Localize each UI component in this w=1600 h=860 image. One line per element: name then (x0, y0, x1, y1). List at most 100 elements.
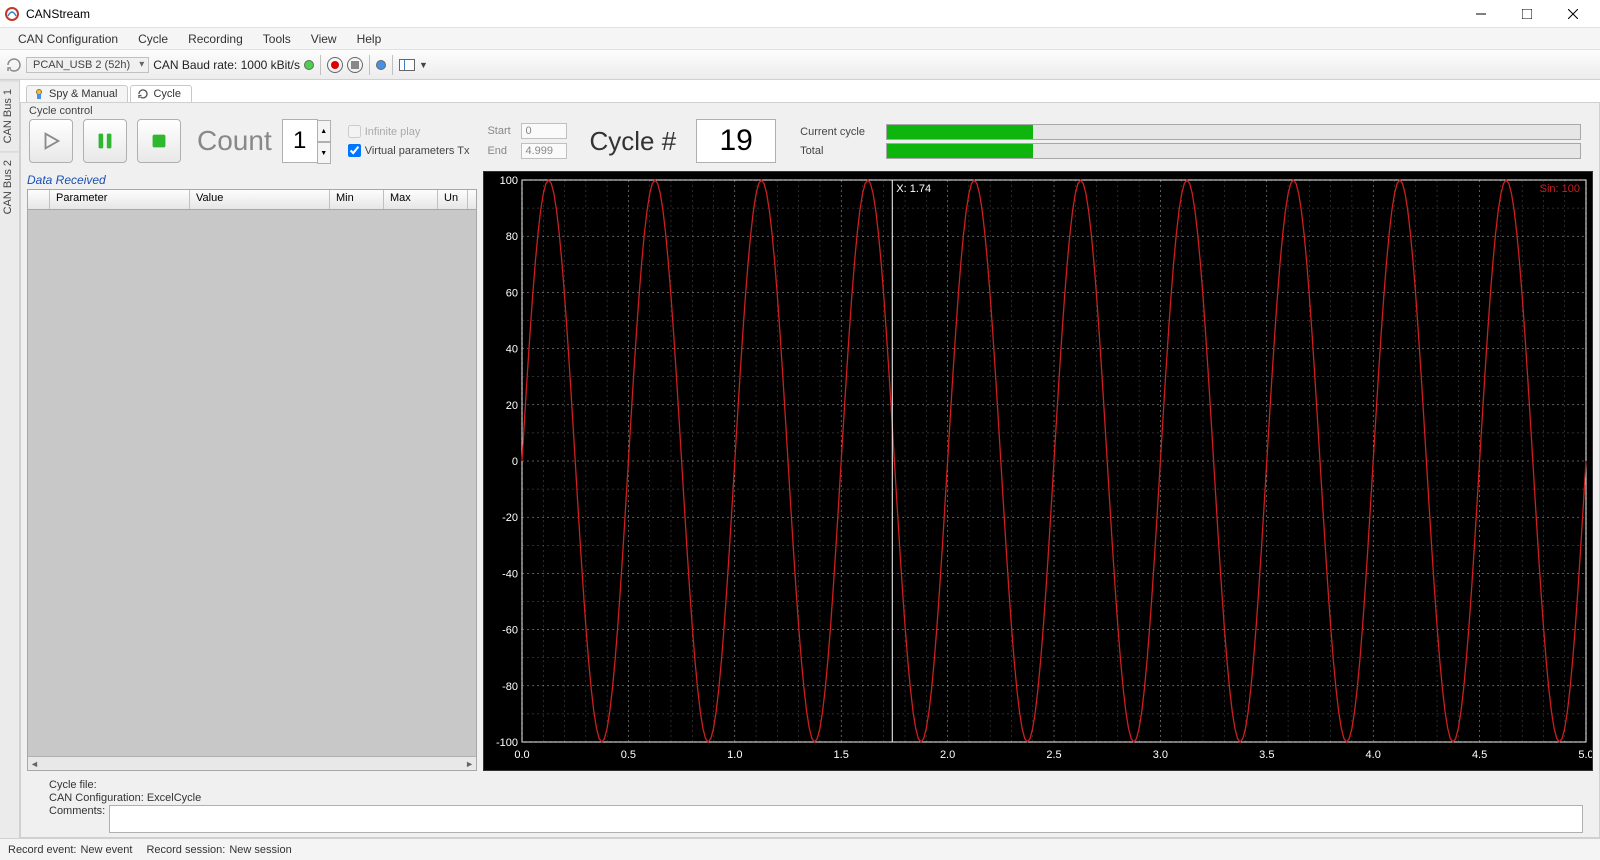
status-led-icon (304, 60, 314, 70)
count-spinner[interactable]: 1 ▲ ▼ (282, 119, 318, 163)
minimize-button[interactable] (1458, 0, 1504, 28)
svg-text:X: 1.74: X: 1.74 (896, 183, 931, 195)
menu-can-configuration[interactable]: CAN Configuration (8, 30, 128, 48)
titlebar: CANStream (0, 0, 1600, 28)
layout-icon[interactable] (399, 59, 415, 71)
comments-label: Comments: (49, 805, 105, 817)
svg-text:0: 0 (512, 456, 518, 468)
app-icon (4, 6, 20, 22)
grid-scrollbar[interactable]: ◄► (28, 756, 476, 770)
spin-up[interactable]: ▲ (317, 120, 331, 142)
infinite-play-checkbox-row: Infinite play (348, 125, 470, 138)
svg-text:0.0: 0.0 (514, 749, 529, 761)
cycle-number-display: 19 (696, 119, 776, 163)
side-tabs: CAN Bus 1 CAN Bus 2 (0, 80, 20, 838)
stop-button[interactable] (137, 119, 181, 163)
grid-column-header[interactable]: Un (438, 190, 468, 209)
tab-cycle[interactable]: Cycle (130, 85, 192, 102)
svg-text:-40: -40 (502, 568, 518, 580)
infinite-play-checkbox (348, 125, 361, 138)
window-title: CANStream (26, 7, 1458, 21)
svg-text:2.0: 2.0 (940, 749, 955, 761)
svg-text:1.0: 1.0 (727, 749, 742, 761)
svg-text:-60: -60 (502, 625, 518, 637)
chart-panel: -100-80-60-40-200204060801000.00.51.01.5… (483, 171, 1593, 771)
record-button[interactable] (327, 57, 343, 73)
svg-text:-80: -80 (502, 681, 518, 693)
record-event-label: Record event: (8, 844, 76, 856)
menu-help[interactable]: Help (347, 30, 392, 48)
menubar: CAN Configuration Cycle Recording Tools … (0, 28, 1600, 50)
statusbar: Record event: New event Record session: … (0, 838, 1600, 860)
virtual-params-checkbox[interactable] (348, 144, 361, 157)
cycle-file-label: Cycle file: (49, 779, 97, 791)
end-input[interactable] (521, 143, 567, 159)
virtual-params-label: Virtual parameters Tx (365, 145, 470, 157)
separator (369, 55, 370, 75)
close-button[interactable] (1550, 0, 1596, 28)
grid-column-header[interactable]: Min (330, 190, 384, 209)
maximize-button[interactable] (1504, 0, 1550, 28)
end-label: End (487, 145, 515, 157)
svg-text:3.5: 3.5 (1259, 749, 1274, 761)
play-button[interactable] (29, 119, 73, 163)
record-session-value: New session (229, 844, 291, 856)
tab-spy-manual[interactable]: Spy & Manual (26, 85, 128, 102)
svg-text:20: 20 (506, 400, 518, 412)
data-received-title: Data Received (27, 171, 477, 189)
record-session-label: Record session: (146, 844, 225, 856)
separator (392, 55, 393, 75)
cycle-number-label: Cycle # (589, 126, 676, 157)
spy-icon (33, 88, 45, 100)
cycle-number-value: 19 (719, 124, 752, 158)
can-config-label: CAN Configuration: (49, 792, 144, 804)
count-value: 1 (293, 127, 306, 155)
svg-text:3.0: 3.0 (1153, 749, 1168, 761)
side-tab-can-bus-1[interactable]: CAN Bus 1 (0, 80, 19, 151)
menu-recording[interactable]: Recording (178, 30, 253, 48)
cycle-control-panel: Cycle control Count 1 ▲ ▼ (21, 103, 1599, 167)
total-label: Total (800, 145, 878, 157)
svg-text:60: 60 (506, 287, 518, 299)
refresh-icon[interactable] (6, 57, 22, 73)
grid-column-header[interactable]: Parameter (50, 190, 190, 209)
dropdown-arrow-icon[interactable]: ▼ (419, 60, 428, 70)
can-config-value: ExcelCycle (147, 792, 201, 804)
menu-view[interactable]: View (301, 30, 347, 48)
svg-text:80: 80 (506, 231, 518, 243)
virtual-params-checkbox-row[interactable]: Virtual parameters Tx (348, 144, 470, 157)
spin-down[interactable]: ▼ (317, 142, 331, 164)
baud-rate-label: CAN Baud rate: 1000 kBit/s (153, 58, 300, 72)
oscilloscope-chart[interactable]: -100-80-60-40-200204060801000.00.51.01.5… (484, 172, 1592, 770)
grid-column-header[interactable]: Max (384, 190, 438, 209)
grid-column-header[interactable] (28, 190, 50, 209)
total-progress (886, 143, 1581, 159)
tab-label: Spy & Manual (49, 88, 117, 100)
record-event-value: New event (80, 844, 132, 856)
toolbar: PCAN_USB 2 (52h) CAN Baud rate: 1000 kBi… (0, 50, 1600, 80)
svg-text:Sin: 100: Sin: 100 (1540, 183, 1580, 195)
device-combo[interactable]: PCAN_USB 2 (52h) (26, 57, 149, 73)
svg-text:4.5: 4.5 (1472, 749, 1487, 761)
grid-column-header[interactable]: Value (190, 190, 330, 209)
svg-text:-100: -100 (496, 737, 518, 749)
menu-tools[interactable]: Tools (253, 30, 301, 48)
content-area: Cycle control Count 1 ▲ ▼ (20, 102, 1600, 838)
svg-text:4.0: 4.0 (1366, 749, 1381, 761)
infinite-play-label: Infinite play (365, 126, 421, 138)
pause-button[interactable] (83, 119, 127, 163)
svg-text:5.0: 5.0 (1578, 749, 1592, 761)
current-cycle-label: Current cycle (800, 126, 878, 138)
start-label: Start (487, 125, 515, 137)
data-received-grid: ParameterValueMinMaxUn ◄► (27, 189, 477, 771)
side-tab-can-bus-2[interactable]: CAN Bus 2 (0, 151, 19, 222)
stop-record-button[interactable] (347, 57, 363, 73)
separator (320, 55, 321, 75)
current-cycle-progress (886, 124, 1581, 140)
data-received-panel: Data Received ParameterValueMinMaxUn ◄► (27, 171, 477, 771)
menu-cycle[interactable]: Cycle (128, 30, 178, 48)
comments-input[interactable] (109, 805, 1583, 833)
start-input[interactable] (521, 123, 567, 139)
svg-text:1.5: 1.5 (834, 749, 849, 761)
count-label: Count (197, 125, 272, 157)
